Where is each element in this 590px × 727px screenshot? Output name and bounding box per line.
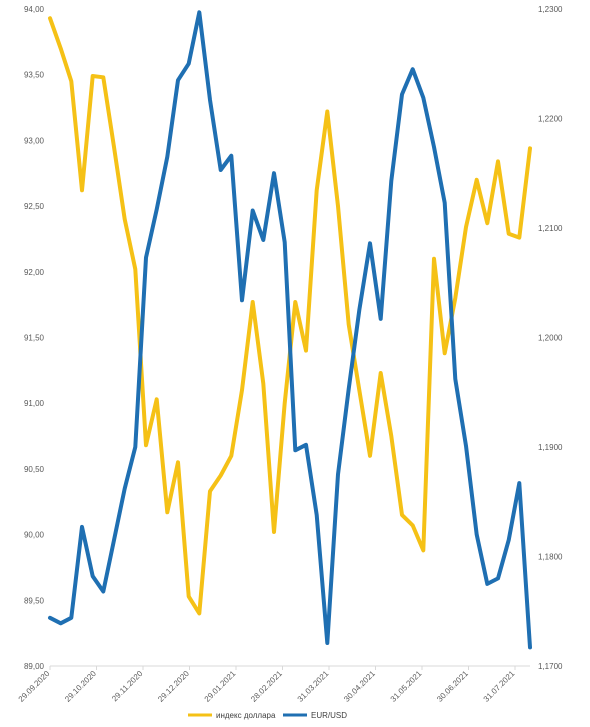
x-tick-label: 29.11.2020 [110, 669, 145, 704]
right-axis-ticks: 1,1700 1,1800 1,1900 1,2000 1,2100 1,2200 1,23… [538, 5, 563, 671]
legend-label-dollar-index: индекс доллара [216, 711, 276, 720]
left-tick-label: 93,50 [24, 71, 45, 80]
x-tick-label: 28.02.2021 [249, 669, 284, 704]
x-tick-label: 29.10.2020 [63, 669, 98, 704]
legend-label-eurusd: EUR/USD [311, 711, 347, 720]
left-tick-label: 93,00 [24, 136, 45, 145]
x-tick-label: 30.06.2021 [435, 669, 470, 704]
left-tick-label: 92,50 [24, 202, 45, 211]
right-tick-label: 1,2100 [538, 224, 563, 233]
x-tick-label: 30.04.2021 [342, 669, 377, 704]
x-axis-ticks: 29.09.2020 29.10.2020 29.11.2020 29.12.2020… [17, 666, 517, 704]
left-tick-label: 91,50 [24, 334, 45, 343]
right-tick-label: 1,1800 [538, 553, 563, 562]
left-tick-label: 94,00 [24, 5, 45, 14]
left-tick-label: 89,00 [24, 662, 45, 671]
left-tick-label: 89,50 [24, 596, 45, 605]
x-tick-label: 29.01.2021 [203, 669, 238, 704]
left-tick-label: 90,50 [24, 465, 45, 474]
series-layer [48, 10, 532, 650]
left-tick-label: 91,00 [24, 399, 45, 408]
right-tick-label: 1,2300 [538, 5, 563, 14]
series-line-eurusd [48, 10, 532, 650]
right-tick-label: 1,1900 [538, 443, 563, 452]
x-tick-label: 29.12.2020 [156, 669, 191, 704]
legend: индекс доллара EUR/USD [188, 711, 347, 720]
x-tick-label: 31.05.2021 [389, 669, 424, 704]
right-tick-label: 1,2200 [538, 115, 563, 124]
right-tick-label: 1,1700 [538, 662, 563, 671]
left-tick-label: 92,00 [24, 268, 45, 277]
left-axis-ticks: 89,00 89,50 90,00 90,50 91,00 91,50 92,00 92,50… [24, 5, 45, 671]
x-tick-label: 31.03.2021 [296, 669, 331, 704]
left-tick-label: 90,00 [24, 531, 45, 540]
x-tick-label: 31.07.2021 [482, 669, 517, 704]
x-tick-label: 29.09.2020 [17, 669, 52, 704]
right-tick-label: 1,2000 [538, 334, 563, 343]
